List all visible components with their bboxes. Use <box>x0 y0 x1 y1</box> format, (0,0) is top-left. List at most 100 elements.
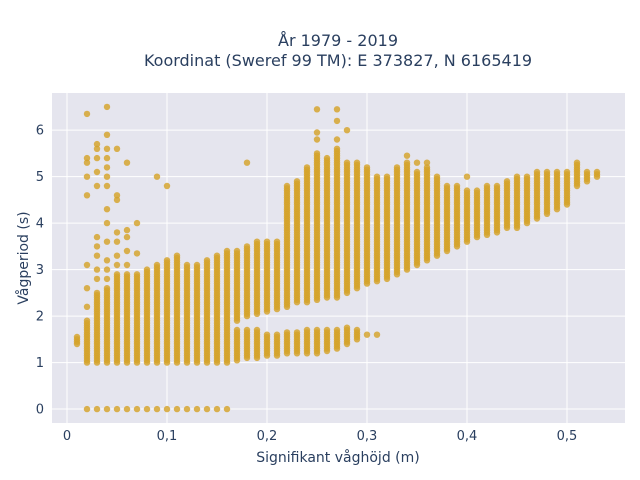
data-point <box>83 285 91 292</box>
data-point <box>123 233 131 241</box>
data-point <box>323 326 331 334</box>
data-point <box>123 261 131 269</box>
data-point <box>393 164 401 171</box>
data-point <box>453 182 461 190</box>
data-point <box>133 250 141 257</box>
data-point <box>103 182 111 190</box>
data-point <box>263 238 271 245</box>
data-point <box>93 182 101 190</box>
data-point <box>543 168 551 176</box>
data-point <box>223 247 231 255</box>
data-point <box>93 168 101 176</box>
data-point <box>113 271 121 278</box>
data-point <box>233 247 241 255</box>
data-point <box>433 173 441 180</box>
data-point <box>483 182 491 190</box>
data-point <box>83 159 91 166</box>
y-tick-label: 6 <box>36 124 44 139</box>
data-point <box>83 173 91 180</box>
data-point <box>103 275 111 283</box>
data-point <box>153 173 161 180</box>
data-point <box>373 173 381 180</box>
data-point <box>113 261 121 269</box>
data-point <box>123 226 131 234</box>
y-tick-label: 5 <box>36 170 44 185</box>
y-tick-labels: 0 1 2 3 4 5 6 <box>36 124 44 418</box>
data-point <box>173 252 181 259</box>
data-point <box>123 405 131 413</box>
data-point <box>193 261 201 269</box>
data-point <box>93 289 101 297</box>
data-point <box>93 275 101 283</box>
y-tick-label: 4 <box>36 217 44 232</box>
data-point <box>73 333 81 341</box>
data-point <box>463 187 471 194</box>
data-point <box>113 229 121 236</box>
scatter-points <box>73 103 601 413</box>
data-point <box>363 164 371 171</box>
data-point <box>103 173 111 180</box>
data-point <box>153 261 161 269</box>
data-point <box>83 303 91 310</box>
y-tick-label: 3 <box>36 263 44 278</box>
data-point <box>553 168 561 176</box>
data-point <box>443 182 451 190</box>
data-point <box>103 257 111 264</box>
chart-title-line2: Koordinat (Sweref 99 TM): E 373827, N 61… <box>144 51 532 70</box>
data-point <box>253 238 261 245</box>
data-point <box>153 405 161 413</box>
data-point <box>303 164 311 171</box>
data-point <box>343 324 351 331</box>
data-point <box>133 405 141 413</box>
chart-title-line1: År 1979 - 2019 <box>278 31 398 50</box>
data-point <box>103 285 111 292</box>
data-point <box>123 159 131 166</box>
data-point <box>103 145 111 152</box>
data-point <box>203 257 211 264</box>
data-point <box>273 238 281 245</box>
data-point <box>113 145 121 152</box>
data-point <box>93 252 101 259</box>
x-tick-label: 0,4 <box>457 429 478 444</box>
data-point <box>203 405 211 413</box>
data-point <box>333 145 341 152</box>
data-point <box>363 331 371 338</box>
data-point <box>313 326 321 334</box>
data-point <box>103 219 111 227</box>
data-point <box>253 326 261 334</box>
data-point <box>223 405 231 413</box>
data-point <box>83 261 91 269</box>
data-point <box>353 326 361 334</box>
data-point <box>93 405 101 413</box>
data-point <box>293 178 301 185</box>
data-point <box>333 117 341 125</box>
data-point <box>403 152 411 159</box>
data-point <box>133 219 141 227</box>
data-point <box>83 110 91 118</box>
data-point <box>523 173 531 180</box>
data-point <box>83 154 91 162</box>
data-point <box>93 266 101 273</box>
data-point <box>93 145 101 152</box>
data-point <box>333 106 341 113</box>
data-point <box>303 326 311 334</box>
data-point <box>83 405 91 413</box>
data-point <box>103 154 111 162</box>
data-point <box>283 329 291 336</box>
data-point <box>173 405 181 413</box>
data-point <box>213 252 221 259</box>
data-point <box>413 168 421 176</box>
data-point <box>143 405 151 413</box>
data-point <box>473 187 481 194</box>
y-axis-title: Vågperiod (s) <box>15 211 32 304</box>
data-point <box>123 247 131 255</box>
data-point <box>353 159 361 166</box>
data-point <box>293 329 301 336</box>
data-point <box>283 182 291 190</box>
data-point <box>313 150 321 157</box>
data-point <box>323 154 331 162</box>
x-tick-labels: 0 0,1 0,2 0,3 0,4 0,5 <box>63 429 577 444</box>
data-point <box>83 317 91 324</box>
data-point <box>513 173 521 180</box>
